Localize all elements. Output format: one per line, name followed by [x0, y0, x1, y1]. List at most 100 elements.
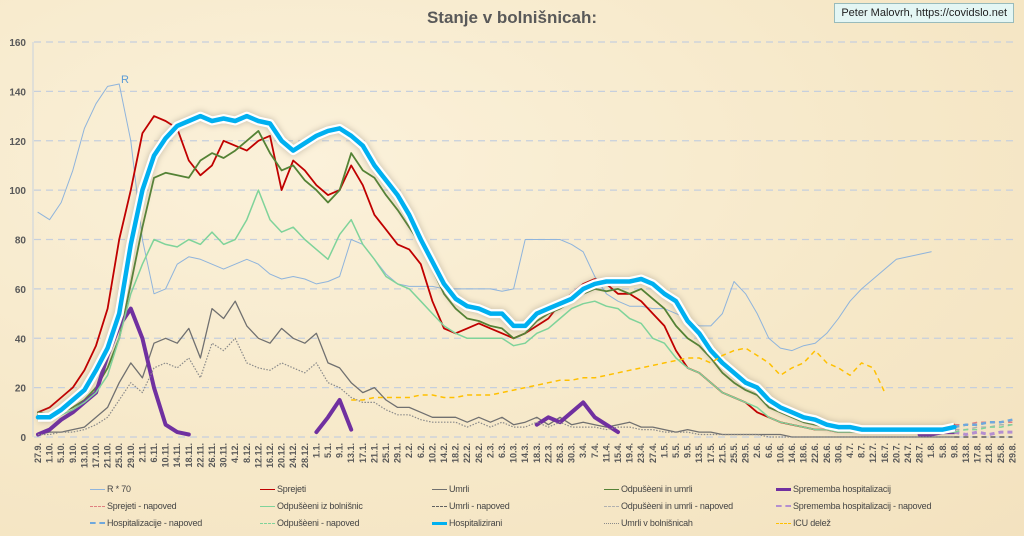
- legend-swatch: [604, 488, 619, 490]
- x-tick-label: 6.3.: [497, 443, 507, 458]
- series-line-12: [35, 113, 957, 432]
- legend-item: Odpušèeni in umrli: [604, 484, 693, 494]
- x-tick-label: 10.11.: [161, 443, 171, 468]
- x-tick-label: 26.6.: [822, 443, 832, 463]
- legend-label: Sprememba hospitalizacij - napoved: [793, 501, 932, 511]
- series-line-9: [954, 430, 1013, 436]
- x-tick-label: 9.10.: [68, 443, 78, 463]
- x-tick-label: 28.7.: [915, 443, 925, 463]
- y-tick-label: 140: [9, 87, 26, 98]
- x-tick-label: 4.7.: [845, 443, 855, 458]
- legend: R * 70 Sprejeti Umrli Odpušèeni in umrli Spr…: [0, 482, 1024, 536]
- legend-swatch: [432, 521, 447, 525]
- legend-swatch: [432, 488, 447, 490]
- x-tick-label: 16.7.: [880, 443, 890, 463]
- x-tick-label: 22.3.: [543, 443, 553, 463]
- legend-item: Odpušèeni iz bolnišnic: [260, 501, 363, 511]
- legend-label: Sprejeti - napoved: [107, 501, 177, 511]
- legend-swatch: [776, 487, 791, 491]
- x-tick-label: 21.5.: [717, 443, 727, 463]
- x-tick-label: 27.9.: [33, 443, 43, 463]
- legend-item: Sprejeti - napoved: [90, 501, 177, 511]
- legend-item: Umrli - napoved: [432, 501, 510, 511]
- y-tick-label: 40: [15, 334, 27, 345]
- x-tick-label: 16.12.: [265, 443, 275, 468]
- x-tick-label: 8.7.: [857, 443, 867, 458]
- x-tick-label: 5.5.: [671, 443, 681, 458]
- x-tick-label: 6.6.: [764, 443, 774, 458]
- legend-label: R * 70: [107, 484, 131, 494]
- y-tick-label: 100: [9, 186, 26, 197]
- legend-label: Odpušèeni in umrli - napoved: [621, 501, 733, 511]
- legend-label: ICU delež: [793, 518, 831, 528]
- legend-item: Hospitalizacije - napoved: [90, 518, 202, 528]
- x-tick-label: 21.8.: [984, 443, 994, 463]
- x-tick-label: 25.1.: [381, 443, 391, 463]
- x-tick-label: 27.4.: [648, 443, 658, 463]
- x-tick-label: 29.8.: [1007, 443, 1017, 463]
- legend-swatch: [776, 522, 791, 524]
- x-tick-label: 7.4.: [590, 443, 600, 458]
- x-tick-label: 22.6.: [810, 443, 820, 463]
- series-line-2: [37, 300, 956, 438]
- x-tick-label: 1.5.: [659, 443, 669, 458]
- x-tick-label: 28.12.: [300, 443, 310, 468]
- series-line-1: [37, 115, 956, 433]
- series-line-14: [351, 347, 886, 401]
- x-tick-label: 17.10.: [91, 443, 101, 468]
- legend-swatch: [432, 505, 447, 507]
- x-tick-label: 25.5.: [729, 443, 739, 463]
- x-tick-label: 13.5.: [694, 443, 704, 463]
- x-tick-label: 29.5.: [741, 443, 751, 463]
- x-tick-label: 18.11.: [184, 443, 194, 468]
- series-line-4: [534, 400, 620, 435]
- x-tick-label: 26.2.: [474, 443, 484, 463]
- series-line-11: [954, 423, 1013, 433]
- series-line-4: [314, 398, 354, 435]
- x-tick-label: 3.4.: [578, 443, 588, 458]
- legend-label: Odpušèeni in umrli: [621, 484, 693, 494]
- x-tick-label: 2.6.: [752, 443, 762, 458]
- y-tick-label: 20: [15, 384, 27, 395]
- x-tick-label: 23.4.: [636, 443, 646, 463]
- legend-item: Sprejeti: [260, 484, 306, 494]
- series-line-6: [37, 189, 956, 433]
- x-tick-label: 9.8.: [949, 443, 959, 458]
- x-tick-label: 11.4.: [601, 443, 611, 463]
- x-tick-label: 2.11.: [137, 443, 147, 463]
- x-tick-label: 21.1.: [369, 443, 379, 463]
- x-tick-label: 13.10.: [79, 443, 89, 468]
- legend-swatch: [604, 505, 619, 507]
- x-tick-label: 30.11.: [219, 443, 229, 468]
- legend-item: Umrli v bolnišnicah: [604, 518, 693, 528]
- x-tick-label: 14.3.: [520, 443, 530, 463]
- series-outline: [38, 111, 956, 435]
- x-tick-label: 30.3.: [567, 443, 577, 463]
- x-tick-label: 9.5.: [683, 443, 693, 458]
- legend-label: Umrli - napoved: [449, 501, 510, 511]
- legend-item: Odpušèeni in umrli - napoved: [604, 501, 733, 511]
- x-tick-label: 18.3.: [532, 443, 542, 463]
- x-tick-label: 1.8.: [926, 443, 936, 458]
- x-tick-label: 6.2.: [416, 443, 426, 458]
- legend-swatch: [776, 505, 791, 507]
- x-tick-label: 29.1.: [393, 443, 403, 463]
- legend-swatch: [90, 522, 105, 524]
- legend-swatch: [90, 505, 105, 507]
- x-tick-label: 1.10.: [45, 443, 55, 463]
- y-tick-label: 0: [20, 433, 26, 444]
- x-tick-label: 26.3.: [555, 443, 565, 463]
- x-tick-label: 5.10.: [56, 443, 66, 463]
- legend-swatch: [90, 488, 105, 490]
- legend-item: R * 70: [90, 484, 131, 494]
- x-tick-label: 9.1.: [335, 443, 345, 458]
- legend-item: ICU delež: [776, 518, 831, 528]
- legend-item: Umrli: [432, 484, 469, 494]
- legend-label: Hospitalizacije - napoved: [107, 518, 203, 528]
- legend-label: Odpušèeni iz bolnišnic: [277, 501, 363, 511]
- x-tick-label: 12.12.: [253, 443, 263, 468]
- x-tick-label: 14.2.: [439, 443, 449, 463]
- r-annotation: R: [121, 74, 129, 86]
